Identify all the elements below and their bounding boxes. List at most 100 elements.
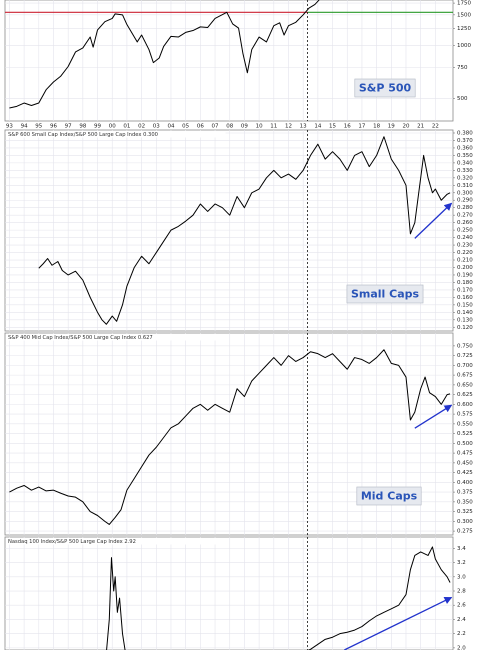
y-tick-label: 0.190 <box>457 272 473 278</box>
x-tick-label: 95 <box>35 124 42 130</box>
y-tick-label: 2.6 <box>457 603 466 609</box>
x-tick-label: 94 <box>21 124 28 130</box>
y-tick-label: 0.260 <box>457 220 473 226</box>
x-tick-label: 06 <box>197 124 204 130</box>
y-tick-label: 0.180 <box>457 280 473 286</box>
annotation: Mid Caps <box>361 490 418 503</box>
x-tick-label: 03 <box>153 124 160 130</box>
y-tick-label: 0.240 <box>457 235 473 241</box>
y-tick-label: 0.275 <box>457 529 473 535</box>
y-tick-label: 0.140 <box>457 310 473 316</box>
y-tick-label: 0.350 <box>457 499 473 505</box>
plot-area <box>4 0 454 122</box>
y-tick-label: 0.130 <box>457 317 473 323</box>
y-tick-label: 0.450 <box>457 460 473 466</box>
y-tick-label: 1500 <box>457 12 471 18</box>
x-tick-label: 20 <box>402 124 409 130</box>
y-tick-label: 0.320 <box>457 175 473 181</box>
y-tick-label: 0.250 <box>457 228 473 234</box>
y-tick-label: 3.0 <box>457 574 466 580</box>
x-tick-label: 19 <box>388 124 395 130</box>
y-tick-label: 3.4 <box>457 546 466 552</box>
title-bg <box>5 130 226 138</box>
y-tick-label: 0.425 <box>457 470 473 476</box>
y-tick-label: 0.330 <box>457 168 473 174</box>
x-tick-label: 98 <box>79 124 86 130</box>
y-tick-label: 0.360 <box>457 145 473 151</box>
series-line <box>38 136 451 325</box>
panel: 0.750 0.725 0.700 0.675 0.650 0.625 0.600 0.575… <box>4 332 473 536</box>
y-tick-label: 0.200 <box>457 265 473 271</box>
y-tick-label: 0.290 <box>457 198 473 204</box>
y-tick-label: 0.525 <box>457 431 473 437</box>
x-tick-label: 22 <box>432 124 439 130</box>
y-tick-label: 0.160 <box>457 295 473 301</box>
x-tick-label: 04 <box>167 124 174 130</box>
y-tick-label: 0.150 <box>457 302 473 308</box>
title-bg <box>5 537 226 545</box>
x-tick-label: 01 <box>123 124 130 130</box>
y-tick-label: 0.650 <box>457 382 473 388</box>
x-tick-label: 10 <box>256 124 263 130</box>
y-tick-label: 0.280 <box>457 205 473 211</box>
y-tick-label: 3.2 <box>457 560 466 566</box>
trend-arrow <box>414 202 453 239</box>
y-tick-label: 0.725 <box>457 353 473 359</box>
annotation-box <box>356 486 422 506</box>
y-tick-label: 0.350 <box>457 153 473 159</box>
x-tick-label: 16 <box>344 124 351 130</box>
y-tick-label: 2.8 <box>457 589 466 595</box>
y-tick-label: 500 <box>457 96 468 102</box>
y-tick-label: 0.370 <box>457 138 473 144</box>
y-tick-label: 0.325 <box>457 509 473 515</box>
y-tick-label: 0.375 <box>457 490 473 496</box>
annotation: Small Caps <box>351 288 420 301</box>
trend-arrow <box>344 596 453 650</box>
panel-title: S&P 400 Mid Cap Index/S&P 500 Large Cap … <box>8 335 153 341</box>
x-tick-label: 97 <box>65 124 72 130</box>
x-tick-label: 96 <box>50 124 57 130</box>
annotation: S&P 500 <box>359 82 412 95</box>
x-tick-label: 07 <box>212 124 219 130</box>
title-bg <box>5 333 226 341</box>
x-tick-label: 21 <box>417 124 424 130</box>
x-tick-label: 15 <box>329 124 336 130</box>
series-line <box>106 546 451 650</box>
y-tick-label: 0.600 <box>457 402 473 408</box>
x-tick-label: 05 <box>182 124 189 130</box>
y-tick-label: 0.475 <box>457 451 473 457</box>
y-tick-label: 0.230 <box>457 243 473 249</box>
plot-content <box>5 130 453 331</box>
series-line <box>9 349 451 525</box>
x-tick-label: 02 <box>138 124 145 130</box>
x-tick-label: 17 <box>358 124 365 130</box>
y-tick-label: 0.270 <box>457 213 473 219</box>
y-tick-label: 0.500 <box>457 441 473 447</box>
y-tick-label: 2.4 <box>457 617 466 623</box>
y-tick-label: 0.750 <box>457 343 473 349</box>
x-tick-label: 08 <box>226 124 233 130</box>
panel-title: Nasdaq 100 Index/S&P 500 Large Cap Index… <box>8 539 136 545</box>
y-tick-label: 2.0 <box>457 645 466 650</box>
y-tick-label: 0.170 <box>457 287 473 293</box>
y-tick-label: 0.300 <box>457 519 473 525</box>
y-tick-label: 0.575 <box>457 412 473 418</box>
y-tick-label: 0.625 <box>457 392 473 398</box>
y-tick-label: 0.210 <box>457 258 473 264</box>
y-tick-label: 1750 <box>457 1 471 7</box>
series-line <box>9 0 320 109</box>
plot-area <box>4 536 454 650</box>
x-tick-label: 18 <box>373 124 380 130</box>
y-tick-label: 1000 <box>457 43 471 49</box>
y-tick-label: 0.700 <box>457 363 473 369</box>
plot-content <box>5 0 453 121</box>
plot-content <box>5 537 453 650</box>
panel: 3.4 3.2 3.0 2.8 2.6 2.4 2.2 2.0 Nasdaq 100 Index… <box>4 536 466 650</box>
annotation-box <box>354 78 416 98</box>
y-tick-label: 0.310 <box>457 183 473 189</box>
x-tick-label: 12 <box>285 124 292 130</box>
trend-arrow <box>414 404 453 429</box>
